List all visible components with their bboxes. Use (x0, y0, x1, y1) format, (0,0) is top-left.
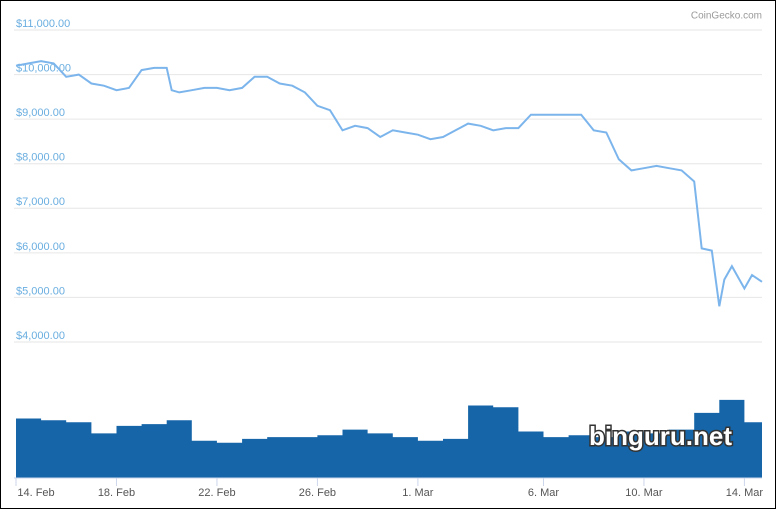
x-tick-label: 14. Mar (726, 487, 764, 499)
y-tick-label: $8,000.00 (16, 152, 65, 164)
x-tick-label: 26. Feb (299, 487, 336, 499)
y-tick-label: $5,000.00 (16, 285, 65, 297)
volume-area (16, 399, 762, 478)
y-tick-label: $9,000.00 (16, 107, 65, 119)
watermark: binguru.net (589, 421, 732, 451)
y-tick-label: $10,000.00 (16, 62, 71, 74)
x-tick-label: 22. Feb (198, 487, 235, 499)
x-tick-label: 1. Mar (402, 487, 434, 499)
x-tick-label: 10. Mar (625, 487, 663, 499)
y-tick-label: $6,000.00 (16, 241, 65, 253)
x-tick-label: 18. Feb (98, 487, 135, 499)
price-line (15, 60, 763, 307)
credit: CoinGecko.com (691, 11, 762, 22)
x-tick-label: 14. Feb (17, 487, 54, 499)
y-tick-label: $11,000.00 (16, 18, 70, 30)
y-tick-label: $4,000.00 (16, 330, 65, 342)
y-tick-label: $7,000.00 (16, 196, 65, 208)
x-tick-label: 6. Mar (528, 487, 560, 499)
